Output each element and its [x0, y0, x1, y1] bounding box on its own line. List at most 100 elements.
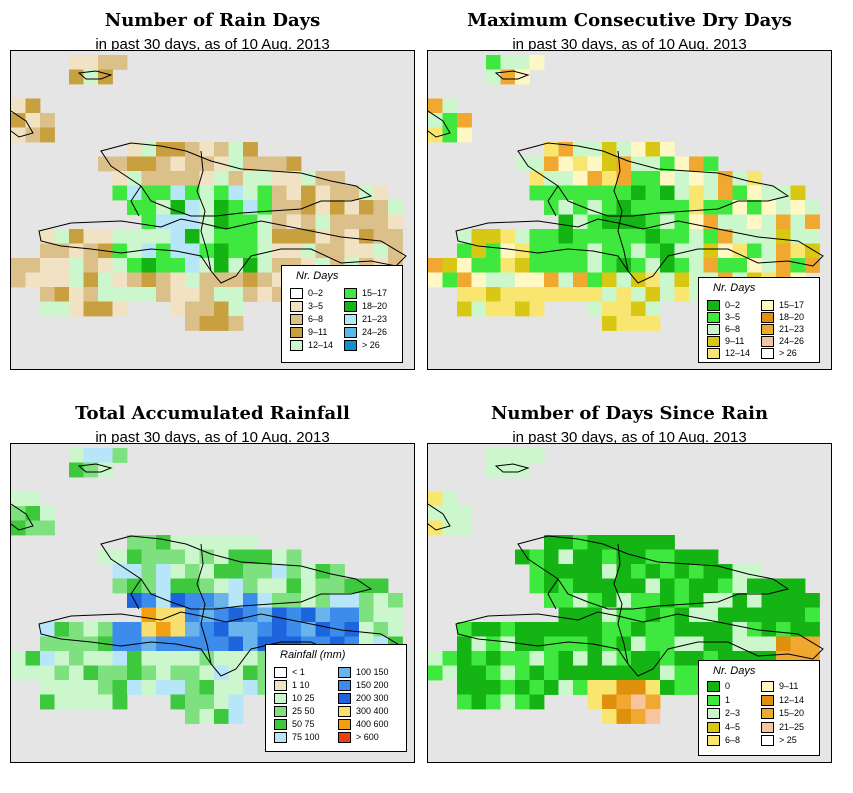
- grid-cell: [660, 185, 675, 201]
- grid-cell: [40, 506, 55, 521]
- grid-cell: [112, 156, 128, 172]
- legend-label: 9–11: [779, 681, 799, 691]
- grid-cell: [127, 185, 142, 201]
- grid-cell: [11, 665, 26, 681]
- legend-label: 100 150: [356, 667, 389, 677]
- grid-cell: [718, 200, 733, 215]
- grid-cell: [330, 185, 345, 201]
- grid-cell: [112, 243, 128, 259]
- grid-cell: [141, 272, 157, 288]
- grid-cell: [156, 593, 171, 608]
- grid-cell: [40, 680, 55, 695]
- grid-cell: [199, 535, 215, 550]
- grid-cell: [718, 593, 733, 608]
- grid-cell: [243, 287, 258, 302]
- grid-cell: [141, 200, 157, 215]
- legend-swatch: [290, 288, 303, 299]
- legend-swatch: [707, 348, 720, 359]
- grid-cell: [573, 593, 588, 608]
- grid-cell: [645, 593, 661, 608]
- grid-cell: [616, 665, 632, 681]
- grid-cell: [805, 200, 820, 215]
- grid-cell: [645, 535, 661, 550]
- grid-cell: [645, 564, 661, 579]
- grid-cell: [301, 229, 316, 244]
- grid-cell: [40, 287, 55, 302]
- grid-cell: [602, 156, 617, 172]
- grid-cell: [344, 229, 360, 244]
- grid-cell: [170, 651, 186, 666]
- grid-cell: [529, 185, 545, 201]
- map-grid-dry-days: [428, 55, 824, 331]
- grid-cell: [301, 622, 316, 637]
- grid-cell: [602, 636, 617, 652]
- grid-cell: [185, 287, 200, 302]
- grid-cell: [112, 185, 128, 201]
- legend-swatch: [344, 340, 357, 351]
- grid-cell: [616, 622, 632, 637]
- grid-cell: [660, 156, 675, 172]
- grid-cell: [228, 171, 244, 186]
- legend-label: 2–3: [725, 708, 741, 718]
- grid-cell: [457, 506, 472, 521]
- grid-cell: [645, 636, 661, 652]
- grid-cell: [428, 98, 443, 114]
- grid-cell: [228, 272, 244, 288]
- grid-cell: [616, 156, 632, 172]
- grid-cell: [529, 578, 545, 594]
- grid-cell: [228, 578, 244, 594]
- legend-swatch: [707, 300, 720, 311]
- grid-cell: [272, 156, 287, 172]
- grid-cell: [156, 171, 171, 186]
- grid-cell: [602, 142, 617, 157]
- grid-cell: [83, 229, 99, 244]
- grid-cell: [272, 229, 287, 244]
- grid-cell: [442, 520, 458, 536]
- grid-cell: [83, 55, 99, 70]
- grid-cell: [185, 607, 200, 623]
- grid-cell: [457, 636, 472, 652]
- grid-cell: [286, 243, 302, 259]
- grid-cell: [790, 578, 806, 594]
- grid-cell: [69, 448, 84, 463]
- grid-cell: [805, 243, 820, 259]
- grid-cell: [83, 462, 99, 478]
- grid-cell: [141, 287, 157, 302]
- grid-cell: [645, 622, 661, 637]
- grid-cell: [573, 622, 588, 637]
- grid-cell: [170, 694, 186, 710]
- grid-cell: [69, 55, 84, 70]
- grid-cell: [718, 636, 733, 652]
- grid-cell: [761, 243, 777, 259]
- coastline: [38, 218, 407, 284]
- grid-cell: [660, 651, 675, 666]
- legend-swatch: [274, 667, 287, 678]
- grid-cell: [40, 127, 55, 143]
- legend-label: 15–20: [779, 708, 805, 718]
- grid-cell: [645, 243, 661, 259]
- grid-cell: [127, 564, 142, 579]
- grid-cell: [587, 272, 603, 288]
- grid-cell: [573, 680, 588, 695]
- grid-cell: [558, 214, 574, 230]
- grid-cell: [199, 316, 215, 331]
- grid-cell: [674, 171, 690, 186]
- grid-cell: [486, 287, 501, 302]
- grid-cell: [185, 142, 200, 157]
- grid-cell: [185, 665, 200, 681]
- grid-cell: [761, 607, 777, 623]
- grid-cell: [544, 651, 559, 666]
- grid-cell: [602, 680, 617, 695]
- map-grid-since-rain: [428, 448, 824, 724]
- grid-cell: [732, 607, 748, 623]
- grid-cell: [486, 651, 501, 666]
- grid-cell: [214, 593, 229, 608]
- grid-cell: [776, 607, 791, 623]
- grid-cell: [486, 243, 501, 259]
- grid-cell: [515, 272, 530, 288]
- grid-cell: [112, 636, 128, 652]
- grid-cell: [286, 200, 302, 215]
- grid-cell: [98, 272, 113, 288]
- grid-cell: [616, 229, 632, 244]
- grid-cell: [373, 607, 389, 623]
